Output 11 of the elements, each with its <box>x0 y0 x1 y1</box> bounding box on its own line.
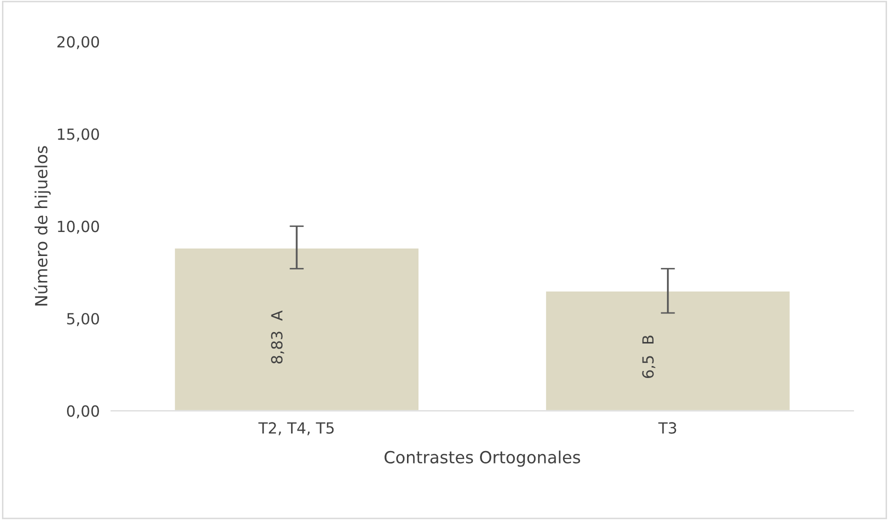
y-tick-label: 20,00 <box>57 36 99 50</box>
y-tick-label: 5,00 <box>67 312 99 326</box>
data-label: 6,5 B <box>642 336 656 378</box>
x-tick-label: T3 <box>658 422 676 434</box>
y-tick-label: 15,00 <box>58 128 99 142</box>
data-label: 8,83 A <box>271 310 284 364</box>
y-tick-label: 0,00 <box>67 405 99 418</box>
y-tick-label: 10,00 <box>58 220 99 234</box>
y-axis-title: Número de hijuelos <box>34 146 51 306</box>
x-tick-label: T2, T4, T5 <box>258 422 334 436</box>
x-axis-title: Contrastes Ortogonales <box>384 450 580 467</box>
